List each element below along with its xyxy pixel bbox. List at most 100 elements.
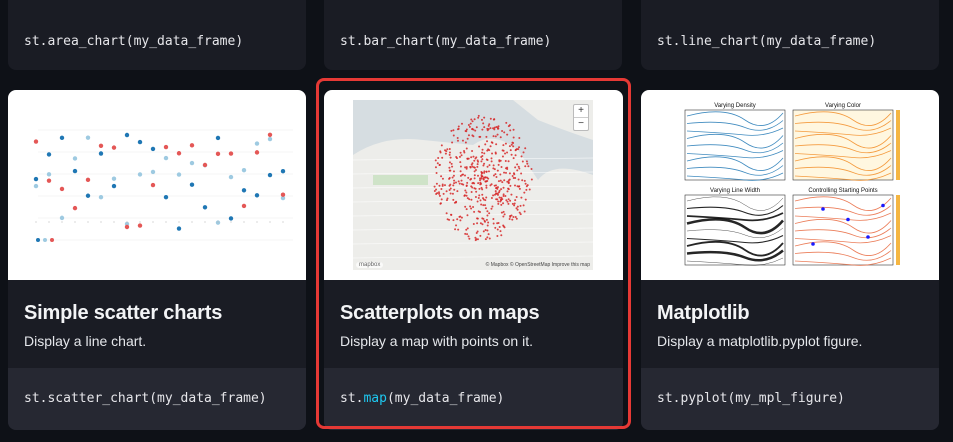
map-preview: + − mapbox © Mapbox © OpenStreetMap Impr… xyxy=(324,90,623,280)
map-point xyxy=(486,224,489,227)
map-point xyxy=(486,229,489,232)
map-point xyxy=(507,202,510,205)
map-point xyxy=(470,207,473,210)
scatter-point xyxy=(163,144,169,150)
map-zoom-out-button[interactable]: − xyxy=(574,117,588,130)
map-point xyxy=(446,197,449,200)
map-point xyxy=(440,144,443,147)
map-point xyxy=(466,181,469,184)
map-point xyxy=(474,195,477,198)
map-point xyxy=(522,151,525,154)
map-point xyxy=(435,188,438,191)
map-point xyxy=(493,193,496,196)
map-point xyxy=(445,212,448,215)
map-point xyxy=(477,197,480,200)
map-point xyxy=(451,141,454,144)
map-point xyxy=(464,174,467,177)
map-point xyxy=(459,170,462,173)
map-point xyxy=(485,170,488,173)
map-point xyxy=(513,173,516,176)
map-point xyxy=(503,171,506,174)
map-point xyxy=(465,147,468,150)
matplotlib-card[interactable]: Varying Density Varying Color Varying Line… xyxy=(641,90,939,430)
scatter-chart-card[interactable]: Simple scatter charts Display a line cha… xyxy=(8,90,306,430)
scatter-point xyxy=(280,195,286,201)
map-point xyxy=(448,147,451,150)
line-chart-card-bottom[interactable]: st.line_chart(my_data_frame) xyxy=(641,0,939,70)
scatter-point xyxy=(202,162,208,168)
map-point xyxy=(460,122,463,125)
map-point xyxy=(477,114,480,117)
map-point xyxy=(518,167,521,170)
scatter-point xyxy=(72,168,78,174)
map-point xyxy=(465,167,468,170)
map-point xyxy=(468,237,471,240)
map-card[interactable]: + − mapbox © Mapbox © OpenStreetMap Impr… xyxy=(324,90,623,430)
mpl-streamline xyxy=(794,212,892,221)
map-point xyxy=(460,179,463,182)
map-point xyxy=(527,165,530,168)
scatter-tick xyxy=(217,221,219,223)
map-code-fn: map xyxy=(363,391,387,406)
scatter-point xyxy=(267,136,273,142)
scatter-tick xyxy=(269,221,271,223)
map-point xyxy=(453,188,456,191)
area-chart-card-bottom[interactable]: st.area_chart(my_data_frame) xyxy=(8,0,306,70)
map-point xyxy=(509,184,512,187)
scatter-tick xyxy=(191,221,193,223)
mpl-streamline xyxy=(794,111,892,126)
map-point xyxy=(456,218,459,221)
map-point xyxy=(478,145,481,148)
map-point xyxy=(488,123,491,126)
mpl-streamline xyxy=(794,257,892,266)
map-point xyxy=(438,192,441,195)
map-point xyxy=(489,184,492,187)
map-point xyxy=(487,170,490,173)
mpl-streamline xyxy=(794,172,892,181)
map-point xyxy=(477,182,480,185)
map-point xyxy=(481,148,484,151)
map-point xyxy=(511,141,514,144)
mpl-streamline xyxy=(686,218,784,235)
map-zoom-in-button[interactable]: + xyxy=(578,105,584,116)
map-point xyxy=(449,192,452,195)
map-point xyxy=(515,217,518,220)
mpl-subplot-title: Varying Density xyxy=(714,103,756,109)
bar-chart-card-bottom[interactable]: st.bar_chart(my_data_frame) xyxy=(324,0,622,70)
map-point xyxy=(522,204,525,207)
map-code-arg: (my_data_frame) xyxy=(386,391,505,406)
map-point xyxy=(460,154,463,157)
scatter-point xyxy=(33,183,39,189)
map-point xyxy=(502,193,505,196)
map-point xyxy=(519,204,522,207)
map-point xyxy=(530,168,533,171)
map-point xyxy=(525,188,528,191)
map-point xyxy=(457,228,460,231)
map-point xyxy=(480,160,483,163)
map-point xyxy=(514,154,517,157)
map-point xyxy=(467,176,470,179)
map-point xyxy=(465,194,468,197)
map-point xyxy=(496,186,499,189)
scatter-tick xyxy=(100,221,102,223)
scatter-point xyxy=(254,150,260,155)
map-point xyxy=(507,125,510,128)
map-point xyxy=(500,234,503,237)
map-point xyxy=(454,181,457,184)
map-point xyxy=(496,228,499,231)
map-point xyxy=(512,145,515,148)
map-point xyxy=(494,135,497,138)
map-point xyxy=(518,211,521,214)
map-point xyxy=(509,214,512,217)
map-point xyxy=(486,140,489,143)
map-point xyxy=(500,211,503,214)
map-point xyxy=(492,218,495,221)
scatter-point xyxy=(111,176,117,181)
map-point xyxy=(463,194,466,197)
map-point xyxy=(512,177,515,180)
map-point xyxy=(481,171,484,174)
map-point xyxy=(520,196,523,199)
map-point xyxy=(493,126,496,129)
map-point xyxy=(486,214,489,217)
map-point xyxy=(498,225,501,228)
